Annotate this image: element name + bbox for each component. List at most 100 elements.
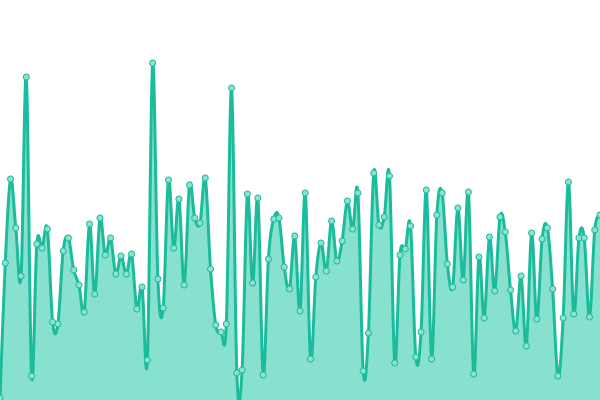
data-point-63 — [328, 217, 336, 225]
data-point-12 — [59, 247, 67, 255]
data-point-18 — [91, 290, 99, 298]
data-point-7 — [33, 240, 41, 248]
data-point-91 — [475, 253, 483, 261]
data-point-60 — [312, 273, 320, 281]
data-point-78 — [407, 222, 415, 230]
data-point-71 — [370, 169, 378, 177]
data-point-107 — [559, 314, 567, 322]
data-point-57 — [296, 307, 304, 315]
data-point-86 — [449, 283, 457, 291]
data-point-80 — [417, 328, 425, 336]
data-point-90 — [470, 370, 478, 378]
data-point-37 — [191, 214, 199, 222]
data-point-76 — [396, 251, 404, 259]
data-point-33 — [170, 244, 178, 252]
data-point-42 — [217, 328, 225, 336]
data-point-87 — [454, 204, 462, 212]
data-point-70 — [364, 329, 372, 337]
data-point-26 — [133, 305, 141, 313]
data-point-53 — [275, 214, 283, 222]
data-point-16 — [80, 308, 88, 316]
data-point-13 — [64, 234, 72, 242]
data-point-39 — [201, 174, 209, 182]
data-point-15 — [75, 281, 83, 289]
data-point-2 — [7, 175, 15, 183]
data-point-68 — [354, 189, 362, 197]
data-point-77 — [401, 245, 409, 253]
data-point-3 — [12, 224, 20, 232]
data-point-85 — [443, 260, 451, 268]
data-point-98 — [512, 327, 520, 335]
data-point-35 — [180, 281, 188, 289]
data-point-105 — [549, 285, 557, 293]
data-point-99 — [517, 272, 525, 280]
data-points — [0, 59, 600, 400]
data-point-67 — [349, 225, 357, 233]
data-point-8 — [38, 244, 46, 252]
data-point-79 — [412, 353, 420, 361]
data-point-101 — [528, 229, 536, 237]
data-point-47 — [243, 190, 251, 198]
data-point-113 — [591, 226, 599, 234]
data-point-34 — [175, 195, 183, 203]
area-fill — [0, 62, 600, 400]
data-point-58 — [301, 189, 309, 197]
data-point-54 — [280, 263, 288, 271]
data-point-9 — [43, 225, 51, 233]
data-point-4 — [17, 272, 25, 280]
data-point-22 — [112, 270, 120, 278]
data-point-102 — [533, 315, 541, 323]
data-point-109 — [570, 310, 578, 318]
data-point-24 — [122, 270, 130, 278]
data-point-31 — [159, 304, 167, 312]
data-point-40 — [207, 265, 215, 273]
data-point-111 — [580, 234, 588, 242]
data-point-56 — [291, 232, 299, 240]
data-point-103 — [538, 235, 546, 243]
data-point-49 — [254, 194, 262, 202]
data-point-74 — [385, 172, 393, 180]
data-point-88 — [459, 276, 467, 284]
data-point-32 — [164, 176, 172, 184]
data-point-11 — [54, 320, 62, 328]
data-point-44 — [228, 84, 236, 92]
data-point-41 — [212, 321, 220, 329]
data-point-94 — [491, 287, 499, 295]
data-point-75 — [391, 359, 399, 367]
data-point-20 — [101, 251, 109, 259]
data-point-82 — [428, 355, 436, 363]
data-point-65 — [338, 237, 346, 245]
data-point-48 — [249, 279, 257, 287]
data-point-59 — [307, 355, 315, 363]
data-point-19 — [96, 214, 104, 222]
data-point-112 — [585, 313, 593, 321]
data-point-36 — [185, 181, 193, 189]
data-point-108 — [564, 178, 572, 186]
data-point-100 — [522, 342, 530, 350]
data-point-92 — [480, 314, 488, 322]
data-point-96 — [501, 228, 509, 236]
data-point-28 — [143, 356, 151, 364]
data-point-72 — [375, 221, 383, 229]
data-point-97 — [507, 286, 515, 294]
data-point-25 — [128, 250, 136, 258]
data-point-51 — [264, 255, 272, 263]
data-point-50 — [259, 371, 267, 379]
data-point-61 — [317, 239, 325, 247]
data-point-104 — [543, 224, 551, 232]
data-point-69 — [359, 367, 367, 375]
data-point-64 — [333, 257, 341, 265]
data-point-23 — [117, 252, 125, 260]
data-point-14 — [70, 266, 78, 274]
data-point-83 — [433, 211, 441, 219]
data-point-95 — [496, 213, 504, 221]
data-point-84 — [438, 189, 446, 197]
data-point-21 — [107, 234, 115, 242]
data-point-89 — [464, 188, 472, 196]
data-point-0 — [0, 394, 4, 400]
data-point-114 — [596, 211, 600, 219]
data-point-62 — [322, 267, 330, 275]
data-point-1 — [1, 259, 9, 267]
data-point-66 — [343, 197, 351, 205]
